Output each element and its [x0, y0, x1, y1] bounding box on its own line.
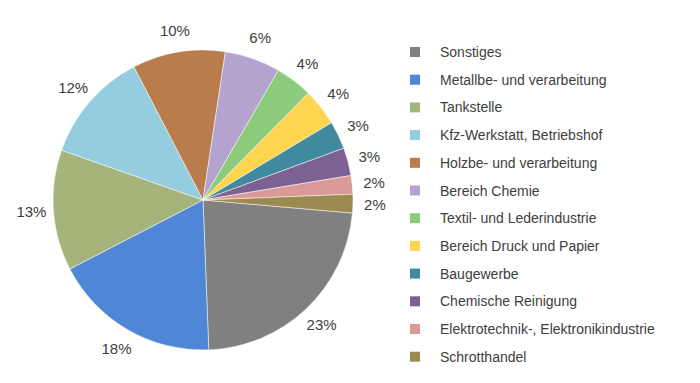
data-label: 2% — [363, 174, 385, 191]
legend-item: Kfz-Werkstatt, Betriebshof — [410, 127, 602, 143]
legend-label: Tankstelle — [440, 99, 502, 115]
legend-item: Metallbe- und verarbeitung — [410, 72, 607, 88]
legend-swatch — [410, 130, 420, 140]
legend-item: Elektrotechnik-, Elektronikindustrie — [410, 321, 655, 337]
legend-item: Bereich Druck und Papier — [410, 238, 600, 254]
data-label: 4% — [297, 55, 319, 72]
legend-label: Bereich Chemie — [440, 183, 540, 199]
legend-item: Tankstelle — [410, 99, 502, 115]
data-label: 3% — [358, 148, 380, 165]
data-label: 4% — [327, 85, 349, 102]
legend-item: Bereich Chemie — [410, 183, 540, 199]
data-label: 2% — [364, 196, 386, 213]
data-labels: 23% 18% 13% 12% 10% 6% 4% 4% 3% 3% 2% 2% — [16, 22, 385, 357]
legend: Sonstiges Metallbe- und verarbeitung Tanks… — [410, 44, 655, 365]
legend-swatch — [410, 75, 420, 85]
data-label: 18% — [101, 340, 131, 357]
data-label: 23% — [307, 316, 337, 333]
legend-label: Sonstiges — [440, 44, 501, 60]
legend-swatch — [410, 241, 420, 251]
legend-label: Metallbe- und verarbeitung — [440, 72, 607, 88]
legend-label: Textil- und Lederindustrie — [440, 210, 597, 226]
legend-swatch — [410, 352, 420, 362]
data-label: 13% — [16, 203, 46, 220]
legend-swatch — [410, 324, 420, 334]
data-label: 12% — [58, 79, 88, 96]
chart: 23% 18% 13% 12% 10% 6% 4% 4% 3% 3% 2% 2% Sonstiges Me… — [0, 0, 700, 383]
legend-swatch — [410, 296, 420, 306]
legend-label: Elektrotechnik-, Elektronikindustrie — [440, 321, 655, 337]
legend-label: Schrotthandel — [440, 349, 526, 365]
legend-item: Chemische Reinigung — [410, 293, 577, 309]
pie-slice — [203, 194, 353, 213]
legend-item: Schrotthandel — [410, 349, 526, 365]
legend-item: Textil- und Lederindustrie — [410, 210, 597, 226]
legend-label: Holzbe- und verarbeitung — [440, 155, 597, 171]
legend-swatch — [410, 269, 420, 279]
legend-swatch — [410, 158, 420, 168]
legend-swatch — [410, 186, 420, 196]
legend-item: Baugewerbe — [410, 266, 519, 282]
data-label: 6% — [249, 29, 271, 46]
legend-item: Sonstiges — [410, 44, 501, 60]
legend-label: Baugewerbe — [440, 266, 519, 282]
data-label: 10% — [160, 22, 190, 39]
legend-swatch — [410, 102, 420, 112]
pie — [53, 50, 353, 350]
data-label: 3% — [347, 117, 369, 134]
legend-label: Kfz-Werkstatt, Betriebshof — [440, 127, 602, 143]
legend-swatch — [410, 47, 420, 57]
pie-slice — [203, 200, 352, 350]
legend-label: Chemische Reinigung — [440, 293, 577, 309]
legend-label: Bereich Druck und Papier — [440, 238, 600, 254]
legend-swatch — [410, 213, 420, 223]
legend-item: Holzbe- und verarbeitung — [410, 155, 597, 171]
